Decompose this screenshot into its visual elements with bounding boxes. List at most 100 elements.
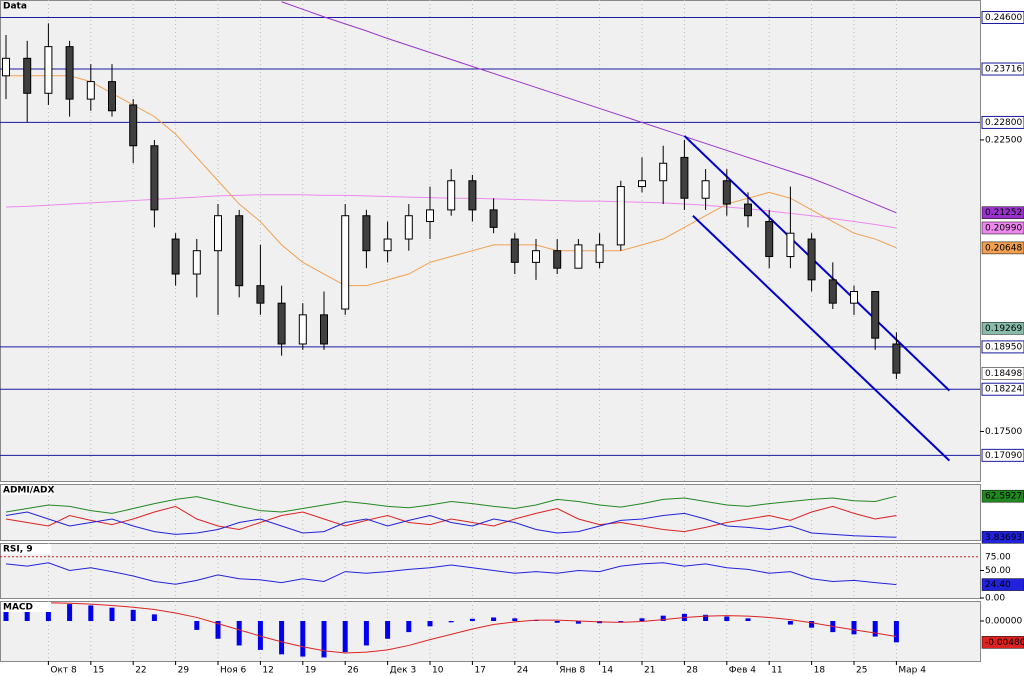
level-label: 0.22800 [985, 118, 1022, 128]
candle-body [44, 46, 53, 94]
x-tick-label: 18 [814, 666, 826, 676]
channel-line [692, 214, 951, 462]
candle-body [638, 180, 646, 188]
histogram-bar [363, 621, 369, 646]
panel-title: Data [3, 2, 27, 12]
x-tick-label: 19 [305, 666, 317, 676]
candle-body [404, 215, 413, 240]
indicator-badge-box [981, 531, 1024, 544]
candle-body [150, 145, 159, 211]
candle-body [510, 238, 519, 263]
candle-body [383, 238, 392, 252]
histogram-bar [88, 605, 94, 621]
x-tick-label: 10 [432, 666, 444, 676]
histogram-bar [130, 609, 136, 621]
histogram-bar [67, 604, 73, 621]
indicator-badge-box [981, 578, 1024, 591]
x-tick-label: Ноя 6 [220, 666, 247, 676]
moving-average [281, 1, 897, 214]
indicator-line [5, 562, 897, 586]
histogram-bar [872, 621, 878, 637]
title-bg [1, 485, 51, 495]
panel-title: ADMI/ADX [3, 486, 54, 496]
x-tick-label: 24 [517, 666, 529, 676]
candle-body [722, 180, 731, 205]
x-tick-label: 22 [135, 666, 146, 676]
histogram-bar [342, 621, 348, 653]
candle-body [86, 81, 95, 100]
histogram-bar [151, 614, 157, 621]
indicator-badge-box [981, 636, 1024, 649]
level-box [981, 115, 1024, 129]
x-tick-label: 17 [474, 666, 485, 676]
candle-body [871, 291, 880, 339]
level-box [981, 382, 1024, 396]
candle-body [489, 209, 498, 228]
x-tick-label: 11 [771, 666, 782, 676]
indicator-badge: 62.59278 [985, 492, 1024, 502]
price-badge-box [981, 221, 1024, 235]
x-tick-label: Окт 8 [50, 666, 77, 676]
candle-body [616, 186, 625, 246]
panel-frame [0, 601, 981, 662]
title-bg [1, 544, 51, 554]
y-tick-label: 50.00 [985, 566, 1011, 576]
candle-body [362, 215, 371, 252]
histogram-bar [724, 616, 730, 621]
histogram-bar [703, 614, 709, 621]
histogram-bar [427, 621, 433, 627]
panel-title: MACD [3, 603, 33, 613]
x-tick-label: 28 [686, 666, 698, 676]
level-label: 0.18224 [985, 385, 1022, 395]
candle-body [659, 162, 668, 182]
x-tick-label: Мар 4 [898, 666, 926, 676]
candle-body [214, 215, 222, 252]
histogram-bar [109, 607, 115, 621]
x-tick-label: 15 [93, 666, 104, 676]
candle-body [892, 343, 901, 374]
price-badge: 0.21252 [985, 208, 1022, 218]
indicator-line [5, 505, 897, 533]
level-box [981, 340, 1024, 354]
candle-body [192, 250, 201, 275]
indicator-line [5, 602, 897, 654]
x-tick-label: 12 [262, 666, 273, 676]
indicator-badge-box [981, 489, 1024, 503]
candle-body [235, 215, 244, 287]
x-tick-label: Фев 4 [729, 666, 756, 676]
histogram-bar [469, 618, 475, 621]
histogram-bar [851, 621, 857, 635]
price-badge: 0.20990 [985, 223, 1022, 233]
candle-body [468, 180, 477, 211]
histogram-bar [660, 615, 666, 621]
candle-body [744, 203, 752, 217]
channel-line [683, 135, 951, 392]
candle-body [426, 209, 434, 223]
price-badge-box [981, 322, 1024, 335]
panel-frame [0, 543, 981, 599]
histogram-bar [745, 618, 751, 621]
histogram-bar [554, 621, 560, 623]
candle-body [129, 104, 138, 147]
candle-body [701, 180, 710, 199]
y-tick-label: 0.17500 [985, 427, 1022, 437]
histogram-bar [215, 621, 221, 639]
x-tick-label: 26 [347, 666, 359, 676]
price-badge-box [981, 206, 1024, 219]
price-badge: 0.20648 [985, 243, 1022, 253]
candle-body [680, 156, 689, 199]
x-tick-label: Янв 8 [559, 666, 585, 676]
candle-body [786, 232, 795, 258]
histogram-bar [809, 621, 815, 628]
candle-body [277, 302, 286, 345]
histogram-bar [448, 621, 454, 623]
y-tick-label: 0.22500 [985, 135, 1022, 145]
indicator-line [5, 511, 897, 538]
title-bg [1, 602, 51, 612]
price-badge-box [981, 241, 1024, 255]
x-tick-label: Дек 3 [390, 666, 417, 676]
histogram-bar [321, 621, 327, 658]
level-label: 75.00 [985, 552, 1011, 562]
level-label: 0.18950 [985, 342, 1022, 352]
histogram-bar [194, 621, 200, 630]
